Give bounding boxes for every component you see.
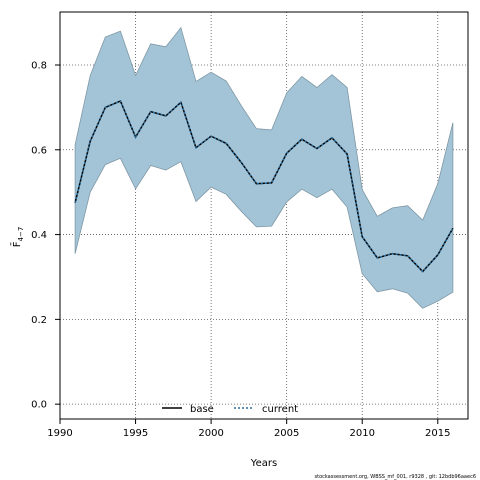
y-axis: 0.0 0.2 0.4 0.6 0.8 — [31, 60, 60, 411]
legend: base current — [162, 404, 298, 415]
footer-source: stockassessment.org, WBSS_mf_001, r9328 … — [315, 474, 477, 480]
plot-frame — [59, 11, 469, 420]
x-axis: 1990 1995 2000 2005 2010 2015 — [47, 419, 451, 439]
y-tick-label: 0.8 — [31, 60, 47, 71]
y-axis-title-subscript: 4−7 — [17, 227, 25, 242]
y-tick-label: 0.6 — [31, 145, 47, 156]
legend-label-base: base — [190, 404, 214, 415]
x-tick-label: 2010 — [349, 428, 374, 439]
x-tick-label: 2000 — [198, 428, 223, 439]
y-tick-label: 0.0 — [31, 400, 47, 411]
x-tick-label: 2015 — [425, 428, 450, 439]
x-tick-label: 2005 — [274, 428, 299, 439]
y-axis-title-main: F̄ — [10, 241, 23, 247]
confidence-band — [74, 26, 454, 309]
y-tick-label: 0.4 — [31, 230, 47, 241]
y-axis-title: F̄4−7 — [10, 227, 25, 248]
legend-label-current: current — [262, 404, 298, 415]
series-line-current — [74, 100, 454, 273]
y-tick-label: 0.2 — [31, 315, 47, 326]
x-tick-label: 1990 — [47, 428, 72, 439]
x-tick-label: 1995 — [123, 428, 148, 439]
x-axis-title: Years — [250, 458, 277, 469]
